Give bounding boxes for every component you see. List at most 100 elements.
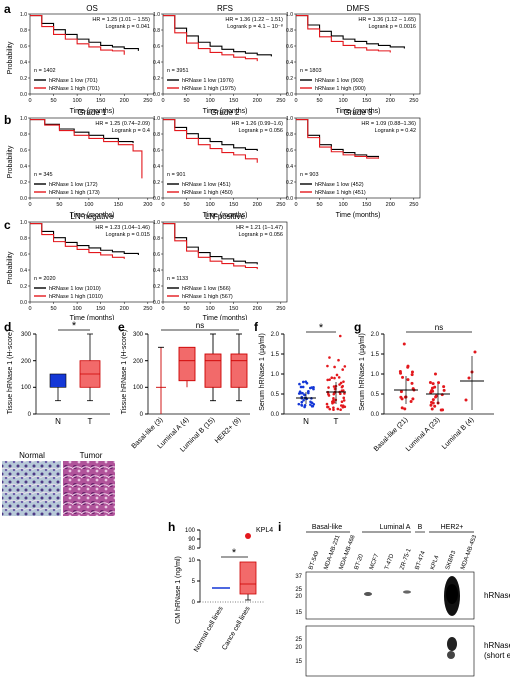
km-hr: HR = 1.23 (1.04–1.46) xyxy=(95,225,150,231)
km-ytick: 0.2 xyxy=(20,76,27,82)
panel-h-boxplot: CM hRNase 1 (ng/ml) 100 90 80 KPL4 10 5 … xyxy=(175,527,273,653)
f-ytick-3: 1.5 xyxy=(271,352,280,358)
km-xtick: 0 xyxy=(294,98,297,104)
km-ytick: 0.0 xyxy=(153,300,160,306)
h-ytick-bottom-1: 5 xyxy=(192,579,196,585)
i-lane-label: MCF7 xyxy=(369,553,380,571)
km-ytick: 0.6 xyxy=(153,252,160,258)
f-dot-n xyxy=(298,390,302,393)
h-cat-0: Normal cell lines xyxy=(193,605,225,653)
km-ytick: 0.6 xyxy=(153,44,160,50)
xlabel-c2: Time (months) xyxy=(203,315,248,320)
i-group-1: Luminal A xyxy=(380,524,411,531)
i-group-2: B xyxy=(418,524,423,531)
km-curve-low xyxy=(30,15,139,51)
panel-label-f: f xyxy=(254,320,258,334)
f-cat-n: N xyxy=(303,417,309,426)
km-ytick: 0.4 xyxy=(153,164,160,170)
km-hr: HR = 1.36 (1.12 – 1.65) xyxy=(358,17,416,23)
km-ytick: 0.4 xyxy=(286,60,293,66)
g-dot-basal xyxy=(399,390,403,394)
g-dot-basal xyxy=(410,381,414,385)
km-logrank: Logrank p = 0.015 xyxy=(106,232,151,238)
km-ytick: 0.4 xyxy=(20,60,27,66)
km-xtick: 200 xyxy=(120,306,129,312)
km-logrank: Logrank p = 0.056 xyxy=(239,232,284,238)
km-xtick: 200 xyxy=(143,202,152,208)
km-logrank: Logrank p = 0.0016 xyxy=(368,24,416,30)
km-title-8: LN-positive xyxy=(205,212,246,221)
g-dot-basal xyxy=(398,369,402,373)
f-dot-t xyxy=(328,407,332,411)
km-legend-high: hRNase 1 high (173) xyxy=(49,190,100,196)
km-ytick: 0.0 xyxy=(20,196,27,202)
km-ytick: 0.8 xyxy=(153,236,160,242)
km-plot-8: LN-positive 0.0 0.2 0.4 0.6 0.8 1.0 0 50 100 150 20… xyxy=(153,212,288,312)
g-ytick-2: 1.0 xyxy=(371,372,380,378)
i-mw-bottom-0: 25 xyxy=(295,637,302,643)
km-ytick: 0.4 xyxy=(153,268,160,274)
g-dot-luminal-a xyxy=(429,403,433,407)
xlabel-a1: Time (months) xyxy=(70,108,115,115)
xlabel-c1: Time (months) xyxy=(70,315,115,320)
h-ytick-bottom-2: 10 xyxy=(188,558,195,564)
d-img-tumor xyxy=(63,461,115,516)
panel-g-ylabel: Serum hRNase 1 (µg/ml) xyxy=(359,333,366,411)
km-xtick: 250 xyxy=(143,306,152,312)
km-ytick: 0.2 xyxy=(286,76,293,82)
f-dot-t xyxy=(326,405,330,409)
g-cat-2: Luminal B (4) xyxy=(441,416,475,450)
km-xtick: 150 xyxy=(362,202,371,208)
f-dot-t xyxy=(332,385,336,388)
i-lane-label: BT-474 xyxy=(415,550,427,571)
f-dot-n xyxy=(301,391,304,395)
km-ytick: 1.0 xyxy=(153,220,160,226)
km-legend-low: hRNase 1 low (903) xyxy=(315,78,364,84)
f-dot-t xyxy=(332,408,335,412)
h-ytick-top-0: 80 xyxy=(188,546,195,552)
km-legend-high: hRNase 1 high (451) xyxy=(315,190,366,196)
g-dot-luminal-a xyxy=(442,385,446,389)
e-box-luminal-b xyxy=(204,353,222,388)
km-legend-high: hRNase 1 high (1975) xyxy=(182,86,236,92)
ylabel-c: Probability xyxy=(7,251,14,284)
km-plot-2: RFS 0.0 0.2 0.4 0.6 0.8 1.0 0 50 100 150 200 250 HR =… xyxy=(153,4,288,104)
km-ytick: 0.6 xyxy=(286,148,293,154)
km-ytick: 0.0 xyxy=(153,92,160,98)
km-hr: HR = 1.25 (1.01 – 1.55) xyxy=(92,17,150,23)
km-curve-low xyxy=(163,119,258,151)
km-xtick: 200 xyxy=(120,98,129,104)
km-ytick: 0.8 xyxy=(20,28,27,34)
panel-i-western-blot: Basal-like Luminal A B HER2+ BT-549 MDA-M… xyxy=(295,524,510,677)
km-xtick: 100 xyxy=(206,306,215,312)
i-mw-top-3: 15 xyxy=(295,610,302,616)
d-ytick-1: 100 xyxy=(21,385,32,391)
f-dot-n xyxy=(304,380,308,383)
f-dot-n xyxy=(306,390,310,393)
km-xtick: 250 xyxy=(409,98,418,104)
km-hr: HR = 1.21 (1–1.47) xyxy=(236,225,283,231)
i-label-bottom-2: (short exp.) xyxy=(484,651,510,660)
g-dot-basal xyxy=(410,370,414,374)
ylabel-a: Probability xyxy=(7,41,14,74)
g-cat-0: Basal-like (21) xyxy=(373,416,410,453)
km-n: n = 1402 xyxy=(34,68,56,74)
h-box-cancer xyxy=(239,561,257,595)
f-dot-t xyxy=(336,407,340,411)
g-dot-basal xyxy=(406,378,410,382)
km-ytick: 0.2 xyxy=(20,180,27,186)
km-n: n = 903 xyxy=(300,172,319,178)
km-xtick: 100 xyxy=(84,202,93,208)
f-dot-t xyxy=(326,378,329,382)
g-dot-luminal-a xyxy=(431,398,435,402)
g-dot-basal xyxy=(402,342,406,346)
km-logrank: Logrank p = 0.056 xyxy=(239,128,284,134)
km-xtick: 50 xyxy=(50,306,56,312)
km-plot-1: OS 0.0 0.2 0.4 0.6 0.8 1.0 0 50 100 150 200 250 HR = … xyxy=(20,4,155,104)
f-dot-t xyxy=(340,385,344,389)
i-group-0: Basal-like xyxy=(312,524,342,531)
e-ytick-2: 200 xyxy=(133,359,144,365)
km-curve-high xyxy=(163,119,258,163)
km-title-5: Grade 2 xyxy=(211,108,240,117)
km-n: n = 345 xyxy=(34,172,53,178)
